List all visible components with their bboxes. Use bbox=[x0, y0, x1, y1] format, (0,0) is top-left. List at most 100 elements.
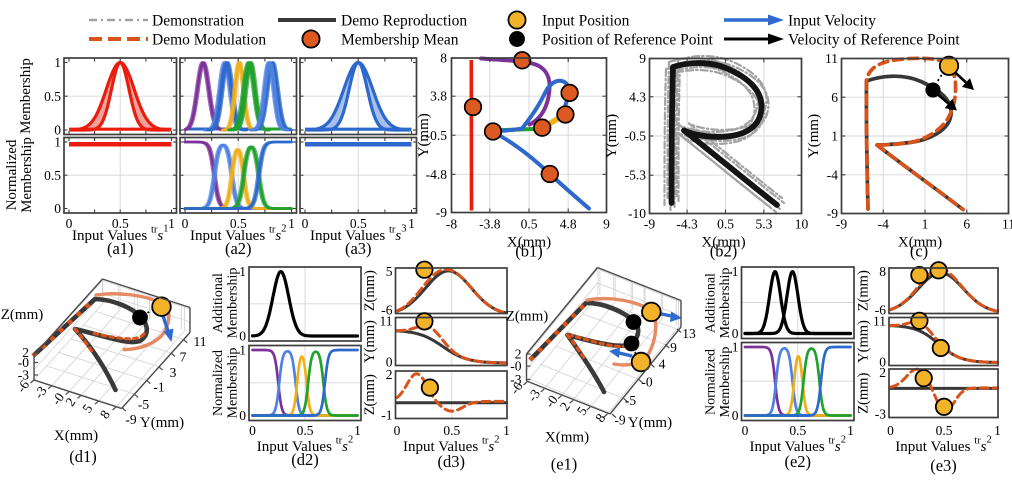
svg-text:X(mm): X(mm) bbox=[54, 428, 98, 444]
svg-text:Additional: Additional bbox=[211, 273, 226, 333]
svg-text:11: 11 bbox=[825, 51, 838, 66]
svg-text:Z(mm): Z(mm) bbox=[362, 270, 378, 311]
svg-text:-8: -8 bbox=[446, 217, 457, 232]
svg-text:11: 11 bbox=[873, 314, 886, 329]
svg-text:-1: -1 bbox=[381, 408, 392, 423]
svg-text:(a3): (a3) bbox=[345, 239, 372, 258]
svg-text:Y(mm): Y(mm) bbox=[416, 113, 432, 157]
svg-text:0: 0 bbox=[54, 201, 61, 216]
svg-text:(c): (c) bbox=[910, 242, 928, 261]
svg-text:9: 9 bbox=[670, 340, 677, 355]
svg-text:1: 1 bbox=[288, 216, 295, 231]
svg-text:0: 0 bbox=[742, 423, 749, 438]
svg-text:7: 7 bbox=[180, 350, 187, 365]
svg-text:0.5: 0.5 bbox=[717, 217, 734, 232]
svg-text:3: 3 bbox=[170, 365, 177, 380]
svg-text:Input Position: Input Position bbox=[542, 13, 630, 30]
svg-text:(b2): (b2) bbox=[710, 242, 738, 261]
svg-text:1: 1 bbox=[847, 423, 854, 438]
svg-text:Y(mm): Y(mm) bbox=[856, 320, 872, 363]
svg-text:Membership: Membership bbox=[226, 268, 241, 339]
svg-text:0.5: 0.5 bbox=[297, 423, 314, 438]
svg-text:-0.5: -0.5 bbox=[625, 129, 647, 144]
svg-text:-9: -9 bbox=[436, 205, 447, 220]
svg-text:-9: -9 bbox=[125, 412, 136, 427]
svg-text:0.5: 0.5 bbox=[789, 423, 806, 438]
svg-text:Y(mm): Y(mm) bbox=[362, 320, 378, 363]
svg-text:-1: -1 bbox=[153, 380, 164, 395]
svg-text:(d1): (d1) bbox=[69, 447, 97, 466]
svg-text:Y(mm): Y(mm) bbox=[604, 114, 620, 158]
svg-text:Normalized: Normalized bbox=[4, 139, 20, 210]
svg-text:2: 2 bbox=[879, 365, 886, 380]
svg-text:(e2): (e2) bbox=[784, 452, 811, 471]
svg-text:Z(mm): Z(mm) bbox=[506, 309, 549, 325]
svg-text:Normalized: Normalized bbox=[704, 349, 719, 415]
svg-text:Membership Mean: Membership Mean bbox=[341, 32, 459, 49]
svg-text:(d3): (d3) bbox=[438, 452, 466, 471]
svg-text:-4.3: -4.3 bbox=[676, 217, 698, 232]
svg-text:Y(mm): Y(mm) bbox=[628, 415, 672, 431]
svg-text:-5: -5 bbox=[625, 393, 636, 408]
svg-text:8: 8 bbox=[440, 51, 447, 66]
svg-text:11: 11 bbox=[380, 314, 393, 329]
svg-text:-3: -3 bbox=[875, 407, 886, 422]
svg-text:0.5: 0.5 bbox=[936, 423, 953, 438]
svg-text:5.3: 5.3 bbox=[755, 217, 772, 232]
svg-text:Membership: Membership bbox=[18, 58, 34, 134]
svg-text:Additional: Additional bbox=[704, 273, 719, 333]
svg-text:Normalized: Normalized bbox=[211, 350, 226, 416]
svg-text:3.8: 3.8 bbox=[430, 89, 447, 104]
svg-text:0: 0 bbox=[182, 216, 189, 231]
svg-text:Y(mm): Y(mm) bbox=[806, 114, 822, 158]
svg-text:-3.8: -3.8 bbox=[479, 217, 501, 232]
svg-text:6: 6 bbox=[831, 90, 838, 105]
svg-text:Membership: Membership bbox=[718, 347, 733, 418]
svg-text:6: 6 bbox=[963, 217, 970, 232]
svg-text:0.5: 0.5 bbox=[44, 168, 61, 183]
svg-text:13: 13 bbox=[682, 326, 696, 341]
svg-text:1: 1 bbox=[54, 135, 61, 150]
svg-text:1: 1 bbox=[54, 55, 61, 70]
svg-text:Input Velocity: Input Velocity bbox=[788, 13, 876, 30]
svg-text:1: 1 bbox=[922, 217, 929, 232]
svg-text:4.8: 4.8 bbox=[560, 217, 577, 232]
svg-text:X(mm): X(mm) bbox=[545, 430, 589, 446]
svg-text:Membership: Membership bbox=[718, 268, 733, 339]
svg-text:Position of Reference Point: Position of Reference Point bbox=[542, 32, 714, 49]
svg-text:(a2): (a2) bbox=[225, 239, 252, 258]
svg-text:-3: -3 bbox=[510, 372, 521, 387]
svg-text:4.3: 4.3 bbox=[629, 89, 646, 104]
svg-text:-4.8: -4.8 bbox=[426, 167, 448, 182]
svg-text:Z(mm): Z(mm) bbox=[1, 307, 44, 323]
svg-text:Membership: Membership bbox=[226, 348, 241, 419]
svg-text:(b1): (b1) bbox=[515, 242, 543, 261]
svg-text:11: 11 bbox=[194, 334, 207, 349]
svg-text:11: 11 bbox=[1002, 217, 1012, 232]
svg-text:0.5: 0.5 bbox=[521, 217, 538, 232]
svg-text:1: 1 bbox=[503, 423, 510, 438]
svg-text:Demo Reproduction: Demo Reproduction bbox=[341, 13, 467, 30]
svg-text:0: 0 bbox=[394, 423, 401, 438]
svg-text:(a1): (a1) bbox=[107, 239, 134, 258]
svg-text:-5.3: -5.3 bbox=[625, 168, 647, 183]
svg-text:Membership: Membership bbox=[19, 137, 35, 213]
svg-text:Z(mm): Z(mm) bbox=[856, 373, 872, 414]
svg-text:5: 5 bbox=[386, 264, 393, 279]
svg-text:1: 1 bbox=[408, 216, 415, 231]
svg-text:0: 0 bbox=[302, 216, 309, 231]
svg-text:1: 1 bbox=[168, 216, 175, 231]
svg-text:(e1): (e1) bbox=[551, 455, 578, 474]
svg-text:Y(mm): Y(mm) bbox=[140, 415, 184, 431]
svg-text:-3: -3 bbox=[18, 368, 29, 383]
svg-text:9: 9 bbox=[603, 217, 610, 232]
svg-text:1: 1 bbox=[831, 129, 838, 144]
svg-text:2: 2 bbox=[386, 367, 393, 382]
svg-text:-9: -9 bbox=[614, 413, 625, 428]
svg-text:Velocity of Reference Point: Velocity of Reference Point bbox=[788, 32, 960, 49]
svg-text:-0: -0 bbox=[641, 375, 652, 390]
svg-text:-10: -10 bbox=[628, 206, 646, 221]
svg-text:-5: -5 bbox=[138, 397, 149, 412]
svg-text:0.5: 0.5 bbox=[44, 89, 61, 104]
svg-text:-4: -4 bbox=[878, 217, 889, 232]
